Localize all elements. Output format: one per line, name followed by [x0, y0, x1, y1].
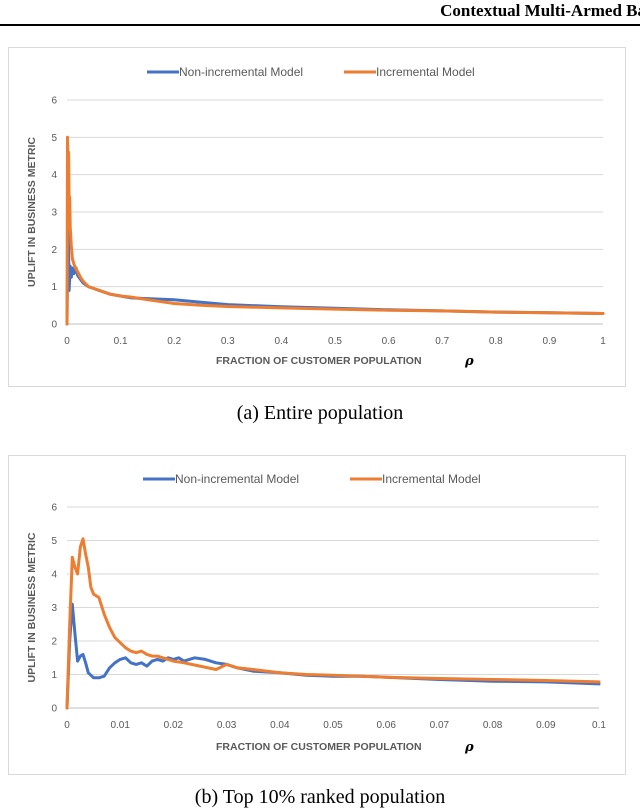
- x-tick-label: 0.05: [323, 720, 343, 731]
- x-tick-label: 0.5: [328, 336, 342, 347]
- y-axis-label: UPLIFT IN BUSINESS METRIC: [26, 532, 38, 682]
- x-tick-label: 0.1: [592, 720, 606, 731]
- y-tick-label: 5: [51, 133, 57, 144]
- y-tick-label: 1: [51, 670, 57, 681]
- chart-panel-b: 0 1 2 3 4 5 6 0 0.01 0.02 0.03 0.04 0.05 0.06 0.07 0.08…: [8, 455, 626, 775]
- x-tick-label: 0.8: [489, 336, 503, 347]
- y-tick-label: 3: [51, 208, 57, 219]
- legend-label-non-incremental: Non-incremental Model: [179, 65, 303, 79]
- x-axis-rho-symbol: ρ: [464, 354, 474, 369]
- x-axis-label: FRACTION OF CUSTOMER POPULATION: [216, 741, 422, 753]
- x-tick-label: 0.09: [536, 720, 556, 731]
- y-tick-label: 5: [51, 536, 57, 547]
- y-tick-label: 0: [51, 704, 57, 715]
- x-tick-label: 0.2: [167, 336, 181, 347]
- x-tick-label: 0.6: [382, 336, 396, 347]
- y-tick-label: 3: [51, 603, 57, 614]
- legend-label-incremental: Incremental Model: [376, 65, 475, 79]
- x-tick-label: 0.03: [217, 720, 237, 731]
- x-tick-label: 0.1: [114, 336, 128, 347]
- caption-b: (b) Top 10% ranked population: [194, 786, 446, 808]
- chart-a-svg: 0 1 2 3 4 5 6 0 0.1 0.2 0.3 0.4 0.5 0.6 0.7 0.8 0.9 1 Non-…: [26, 65, 606, 369]
- series-line-incremental: [65, 135, 605, 326]
- y-tick-label: 6: [51, 503, 57, 514]
- x-tick-label: 1: [600, 336, 606, 347]
- y-tick-label: 6: [51, 96, 57, 107]
- series-line-non-incremental: [65, 602, 601, 710]
- y-tick-label: 4: [51, 170, 57, 181]
- y-tick-label: 1: [51, 282, 57, 293]
- x-tick-label: 0: [64, 720, 70, 731]
- y-tick-label: 2: [51, 637, 57, 648]
- x-tick-label: 0.9: [542, 336, 556, 347]
- x-tick-label: 0.08: [483, 720, 503, 731]
- y-tick-label: 2: [51, 245, 57, 256]
- x-tick-label: 0.02: [164, 720, 184, 731]
- x-axis-label: FRACTION OF CUSTOMER POPULATION: [216, 355, 422, 367]
- caption-a: (a) Entire population: [236, 402, 404, 424]
- x-tick-label: 0.01: [110, 720, 130, 731]
- y-tick-label: 0: [51, 320, 57, 331]
- x-tick-label: 0.07: [430, 720, 450, 731]
- page-header: Contextual Multi-Armed Ba: [0, 0, 640, 26]
- x-tick-label: 0.04: [270, 720, 290, 731]
- legend-label-non-incremental: Non-incremental Model: [175, 472, 299, 486]
- legend-label-incremental: Incremental Model: [382, 472, 481, 486]
- x-tick-label: 0.3: [221, 336, 235, 347]
- x-tick-label: 0.7: [435, 336, 449, 347]
- x-tick-label: 0: [64, 336, 70, 347]
- x-axis-rho-symbol: ρ: [464, 740, 474, 755]
- y-tick-label: 4: [51, 570, 57, 581]
- chart-panel-a: 0 1 2 3 4 5 6 0 0.1 0.2 0.3 0.4 0.5 0.6 0.7 0.8 0.9 1 Non-…: [8, 47, 626, 387]
- header-rule: [0, 24, 640, 26]
- chart-b-svg: 0 1 2 3 4 5 6 0 0.01 0.02 0.03 0.04 0.05 0.06 0.07 0.08…: [26, 472, 606, 755]
- series-line-incremental: [65, 537, 601, 710]
- running-title: Contextual Multi-Armed Ba: [440, 1, 640, 20]
- x-tick-label: 0.4: [274, 336, 288, 347]
- y-axis-label: UPLIFT IN BUSINESS METRIC: [26, 137, 38, 287]
- x-tick-label: 0.06: [376, 720, 396, 731]
